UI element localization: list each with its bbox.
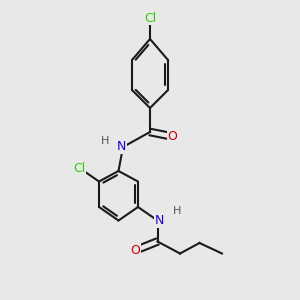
Text: H: H — [101, 136, 109, 146]
Text: Cl: Cl — [74, 161, 86, 175]
Text: Cl: Cl — [144, 11, 156, 25]
Text: H: H — [173, 206, 181, 217]
Text: O: O — [168, 130, 177, 143]
Text: O: O — [130, 244, 140, 257]
Text: N: N — [117, 140, 126, 154]
Text: N: N — [154, 214, 164, 227]
